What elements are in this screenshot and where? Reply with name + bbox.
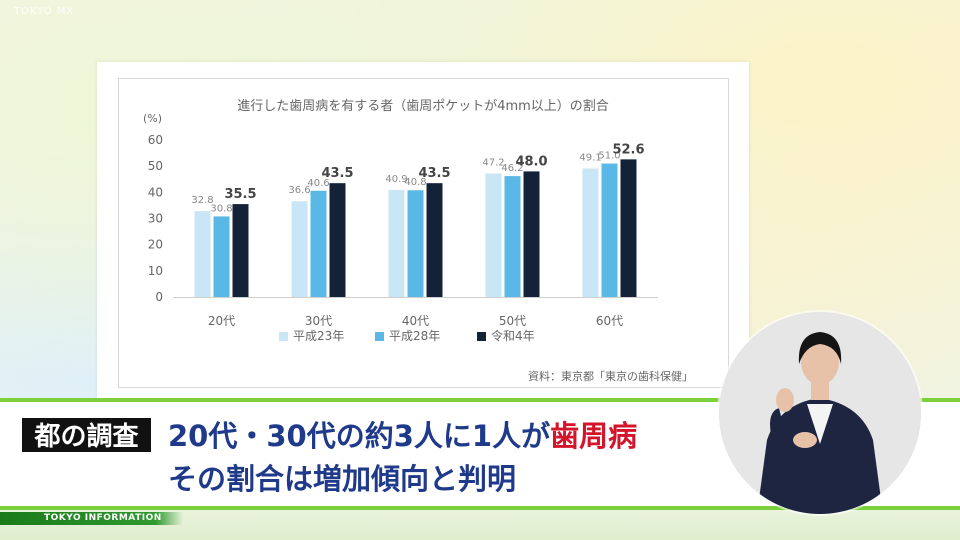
bar-平成28年-60代 [601, 163, 618, 297]
bar-令和4年-20代 [232, 204, 249, 297]
headline-highlight: 歯周病 [550, 419, 638, 453]
data-label: 43.5 [418, 166, 450, 181]
legend-swatch [477, 332, 486, 341]
x-tick-label: 20代 [208, 314, 235, 328]
bar-平成28年-40代 [407, 190, 424, 297]
y-tick-label: 40 [148, 185, 163, 199]
watermark: TOKYO MX [14, 6, 75, 17]
ticker-label: TOKYO INFORMATION [44, 513, 162, 523]
chart-title: 進行した歯周病を有する者（歯周ポケットが4mm以上）の割合 [237, 99, 609, 114]
data-label: 36.6 [288, 185, 310, 196]
bar-chart: (%)010203040506032.830.835.520代36.640.64… [143, 112, 658, 343]
legend-label: 平成28年 [389, 329, 440, 343]
y-tick-label: 50 [148, 159, 163, 173]
x-tick-label: 30代 [305, 314, 332, 328]
data-label: 32.8 [191, 195, 213, 206]
data-label: 40.6 [307, 178, 329, 189]
data-label: 43.5 [321, 166, 353, 181]
bar-平成23年-30代 [291, 201, 308, 297]
bar-令和4年-40代 [426, 183, 443, 297]
y-tick-label: 10 [148, 264, 163, 278]
data-label: 47.2 [482, 157, 504, 168]
bar-平成23年-60代 [582, 168, 599, 297]
sign-language-interpreter [719, 312, 921, 514]
data-label: 48.0 [515, 154, 547, 169]
y-axis-unit: (%) [143, 112, 162, 125]
chart-card: 進行した歯周病を有する者（歯周ポケットが4mm以上）の割合 (%) 0 10 20 30… [97, 62, 749, 398]
bar-令和4年-60代 [620, 159, 637, 297]
headline-main: 20代・30代の約3人に1人が [168, 419, 551, 453]
y-tick-label: 30 [148, 212, 163, 226]
interpreter-figure [719, 312, 921, 514]
bar-平成23年-50代 [485, 173, 502, 297]
bar-平成23年-40代 [388, 189, 405, 297]
data-label: 40.8 [404, 177, 426, 188]
bar-平成28年-50代 [504, 176, 521, 297]
caption-tag: 都の調査 [20, 416, 153, 454]
data-label: 30.8 [210, 203, 232, 214]
data-label: 46.2 [501, 163, 523, 174]
legend-label: 令和4年 [491, 328, 535, 343]
bar-平成23年-20代 [194, 211, 211, 297]
data-label: 49.1 [579, 153, 601, 164]
x-tick-label: 50代 [499, 314, 526, 328]
legend-swatch [279, 332, 288, 341]
chart-frame [118, 78, 729, 388]
y-tick-label: 20 [148, 238, 163, 252]
bar-平成28年-30代 [310, 190, 327, 297]
legend-swatch [375, 332, 384, 341]
chart-source: 資料：東京都「東京の歯科保健」 [528, 370, 693, 383]
y-tick-label: 60 [148, 133, 163, 147]
x-tick-label: 40代 [402, 314, 429, 328]
bar-平成28年-20代 [213, 216, 230, 297]
data-label: 52.6 [612, 142, 644, 157]
headline-line-1: 20代・30代の約3人に1人が歯周病 [168, 413, 637, 455]
data-label: 40.9 [385, 174, 407, 185]
data-label: 51.0 [598, 151, 620, 162]
data-label: 35.5 [224, 187, 256, 202]
x-tick-label: 60代 [596, 314, 623, 328]
bar-令和4年-30代 [329, 183, 346, 297]
headline-line-2: その割合は増加傾向と判明 [168, 462, 517, 496]
ticker-bar: TOKYO INFORMATION [0, 512, 183, 525]
bar-令和4年-50代 [523, 171, 540, 297]
legend-label: 平成23年 [293, 329, 344, 343]
y-tick-label: 0 [155, 290, 163, 304]
